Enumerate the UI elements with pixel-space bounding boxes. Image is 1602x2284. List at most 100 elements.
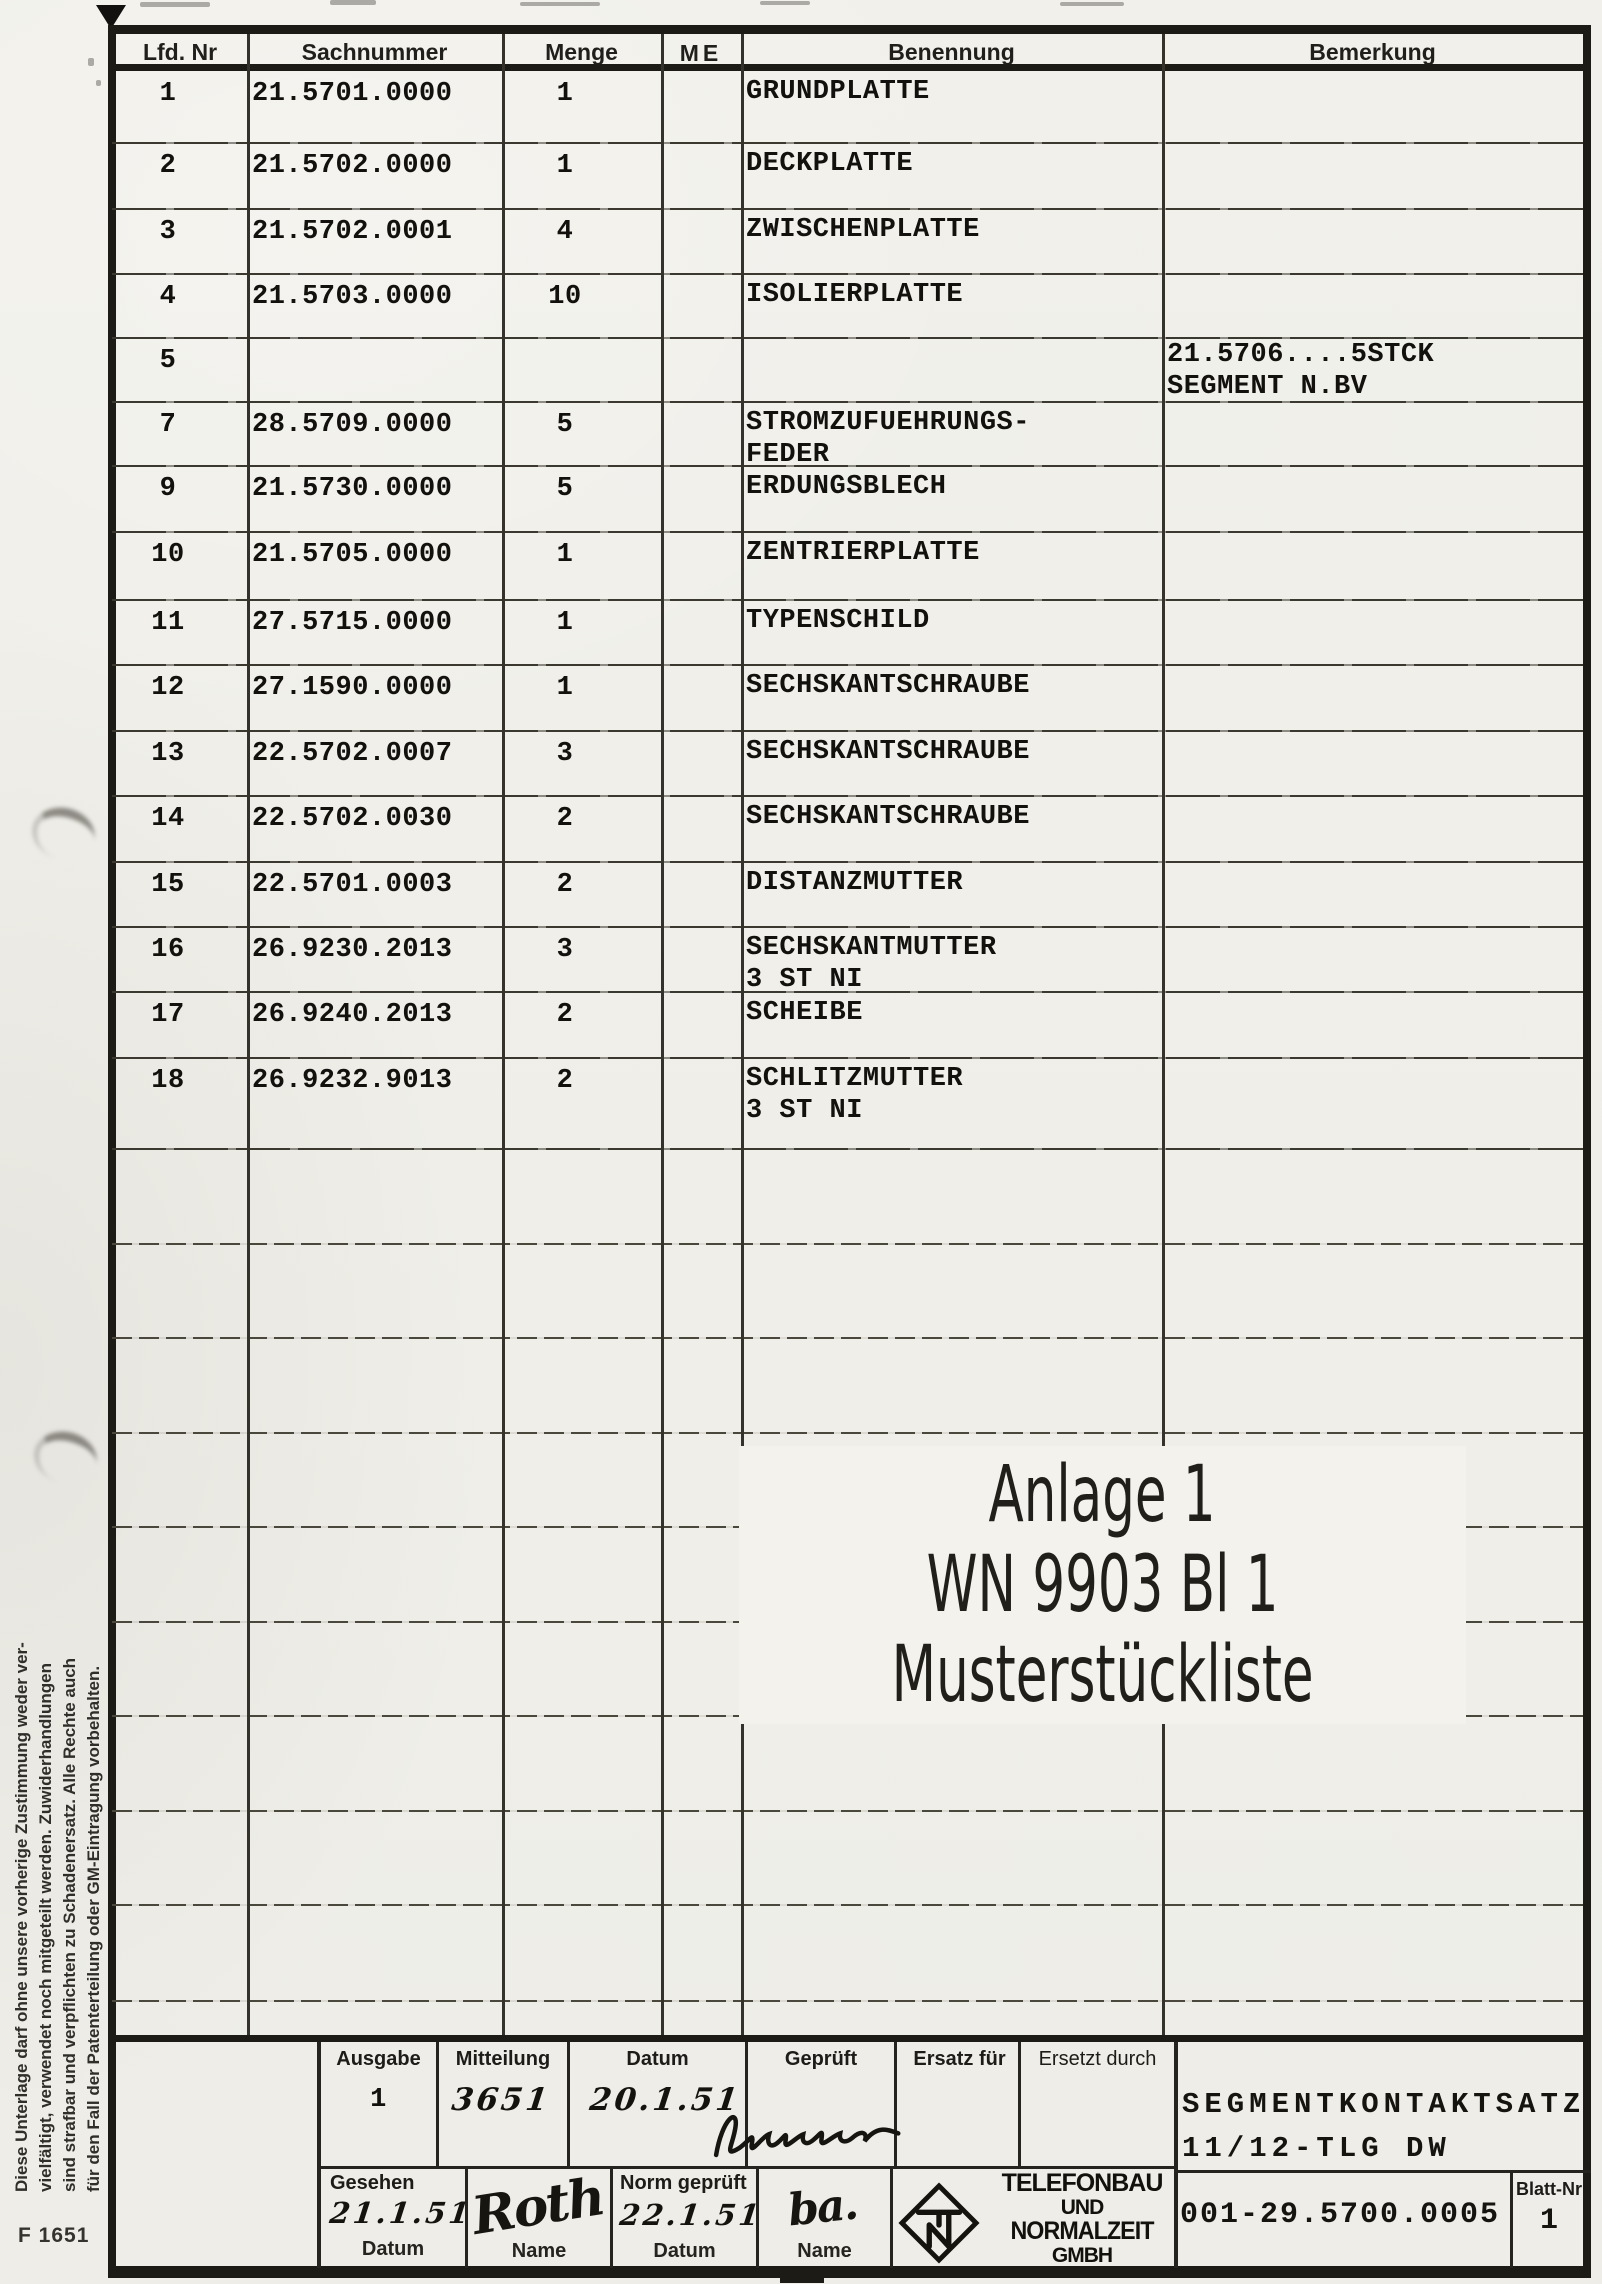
cell-sachnummer: 27.1590.0000 bbox=[252, 673, 453, 703]
disclaimer-line-4: für den Fall der Patenterteilung oder GM… bbox=[84, 1665, 103, 2192]
cell-benennung: DECKPLATTE bbox=[746, 149, 914, 179]
tn-logo bbox=[898, 2182, 980, 2264]
title-block-line bbox=[890, 2168, 893, 2268]
mitteilung-value-handwritten: 3651 bbox=[449, 2082, 553, 2118]
title-block-top-border bbox=[108, 2035, 1591, 2042]
row-separator-line bbox=[112, 861, 1583, 863]
cell-benennung: ISOLIERPLATTE bbox=[746, 280, 964, 310]
blatt-nr-label: Blatt-Nr bbox=[1516, 2179, 1582, 2199]
col-header-benennung: Benennung bbox=[888, 39, 1015, 65]
row-separator-line bbox=[112, 664, 1583, 666]
col-header-me: ME bbox=[679, 40, 723, 66]
gesehen-name-signature: Roth bbox=[468, 2166, 608, 2247]
cell-lfd-nr: 14 bbox=[151, 804, 185, 834]
geprueft-label: Geprüft bbox=[784, 2048, 858, 2070]
header-separator-line bbox=[112, 64, 1583, 71]
row-separator-line bbox=[112, 401, 1583, 403]
cell-lfd-nr: 7 bbox=[159, 410, 177, 440]
cell-lfd-nr: 9 bbox=[159, 474, 177, 504]
cell-benennung: SECHSKANTSCHRAUBE bbox=[746, 737, 1030, 767]
col-header-lfd-nr: Lfd. Nr bbox=[142, 39, 218, 65]
cell-lfd-nr: 1 bbox=[159, 79, 177, 109]
cell-benennung: DISTANZMUTTER bbox=[746, 868, 964, 898]
cell-benennung: SECHSKANTSCHRAUBE bbox=[746, 671, 1030, 701]
col-header-bemerkung: Bemerkung bbox=[1309, 39, 1436, 65]
cell-sachnummer: 21.5702.0000 bbox=[252, 151, 453, 181]
table-top-border bbox=[108, 25, 1591, 34]
title-block-line bbox=[317, 2042, 321, 2268]
title-block-line bbox=[1174, 2042, 1178, 2268]
empty-row-separator-line bbox=[112, 1337, 1583, 1339]
scan-artifact bbox=[96, 80, 101, 86]
title-block-line bbox=[436, 2042, 439, 2166]
company-line-1: TELEFONBAU bbox=[1001, 2169, 1164, 2197]
doc-number: 001-29.5700.0005 bbox=[1180, 2198, 1501, 2232]
cell-sachnummer: 22.5701.0003 bbox=[252, 870, 453, 900]
cell-sachnummer: 27.5715.0000 bbox=[252, 608, 453, 638]
scan-artifact bbox=[330, 0, 376, 5]
blatt-nr-value: 1 bbox=[1539, 2204, 1558, 2238]
cell-lfd-nr: 15 bbox=[151, 870, 185, 900]
cell-benennung: SECHSKANTMUTTER 3 ST NI bbox=[746, 933, 997, 995]
geprueft-signature bbox=[713, 2115, 901, 2158]
part-title-line-1: SEGMENTKONTAKTSATZ bbox=[1182, 2088, 1586, 2121]
cell-sachnummer: 26.9232.9013 bbox=[252, 1066, 453, 1096]
row-separator-line bbox=[112, 208, 1583, 210]
company-name-block: TELEFONBAU UND NORMALZEIT GMBH bbox=[990, 2170, 1174, 2268]
stamp-line-3: Musterstückliste bbox=[891, 1630, 1314, 1720]
disclaimer-line-2: vielfältigt, verwendet noch mitgeteilt w… bbox=[36, 1663, 55, 2192]
cell-sachnummer: 28.5709.0000 bbox=[252, 410, 453, 440]
cell-sachnummer: 21.5701.0000 bbox=[252, 79, 453, 109]
ausgabe-value: 1 bbox=[370, 2085, 387, 2115]
cell-menge: 3 bbox=[556, 739, 574, 769]
stamp-line-1: Anlage 1 bbox=[988, 1450, 1217, 1540]
title-block-line bbox=[756, 2168, 759, 2268]
disclaimer-line-1: Diese Unterlage darf ohne unsere vorheri… bbox=[12, 1642, 31, 2192]
ausgabe-label: Ausgabe bbox=[336, 2048, 421, 2070]
row-separator-line bbox=[112, 337, 1583, 339]
scan-artifact-bottom-tab bbox=[780, 2266, 824, 2283]
scan-artifact bbox=[1060, 2, 1124, 6]
cell-sachnummer: 21.5703.0000 bbox=[252, 282, 453, 312]
table-right-border bbox=[1583, 25, 1591, 2278]
cell-menge: 5 bbox=[556, 474, 574, 504]
column-line bbox=[661, 34, 664, 2035]
scan-artifact bbox=[760, 1, 810, 5]
cell-sachnummer: 22.5702.0007 bbox=[252, 739, 453, 769]
scan-curl-artifact bbox=[26, 801, 101, 866]
row-separator-line bbox=[112, 531, 1583, 533]
form-number: F 1651 bbox=[18, 2224, 90, 2247]
cell-benennung: TYPENSCHILD bbox=[746, 606, 930, 636]
cell-menge: 10 bbox=[548, 282, 582, 312]
cell-lfd-nr: 16 bbox=[151, 935, 185, 965]
cell-benennung: ERDUNGSBLECH bbox=[746, 472, 947, 502]
part-title-line-2: 11/12-TLG DW bbox=[1182, 2132, 1451, 2165]
datum-label: Datum bbox=[626, 2048, 689, 2070]
cell-sachnummer: 26.9230.2013 bbox=[252, 935, 453, 965]
cell-menge: 2 bbox=[556, 1000, 574, 1030]
ersetzt-durch-label: Ersetzt durch bbox=[1038, 2048, 1157, 2070]
scan-curl-artifact bbox=[28, 1425, 103, 1490]
cell-menge: 5 bbox=[556, 410, 574, 440]
title-block-line bbox=[1018, 2042, 1021, 2166]
row-separator-line bbox=[112, 142, 1583, 144]
table-left-border bbox=[108, 25, 116, 2278]
title-block-line bbox=[317, 2166, 1178, 2169]
cell-sachnummer: 26.9240.2013 bbox=[252, 1000, 453, 1030]
scan-artifact bbox=[88, 58, 94, 66]
cell-benennung: ZENTRIERPLATTE bbox=[746, 538, 980, 568]
ersatz-fuer-label: Ersatz für bbox=[913, 2048, 1006, 2070]
cell-menge: 1 bbox=[556, 79, 574, 109]
cell-sachnummer: 22.5702.0030 bbox=[252, 804, 453, 834]
company-line-4: GMBH bbox=[1051, 2244, 1113, 2267]
cell-lfd-nr: 10 bbox=[151, 540, 185, 570]
col-header-menge: Menge bbox=[545, 39, 618, 65]
cell-sachnummer: 21.5730.0000 bbox=[252, 474, 453, 504]
column-line bbox=[247, 34, 250, 2035]
cell-menge: 2 bbox=[556, 870, 574, 900]
cell-lfd-nr: 11 bbox=[151, 608, 185, 638]
norm-name-signature: ba. bbox=[785, 2178, 860, 2237]
cell-benennung: GRUNDPLATTE bbox=[746, 77, 930, 107]
cell-bemerkung: 21.5706....5STCK SEGMENT N.BV bbox=[1167, 340, 1435, 402]
cell-benennung: ZWISCHENPLATTE bbox=[746, 215, 980, 245]
